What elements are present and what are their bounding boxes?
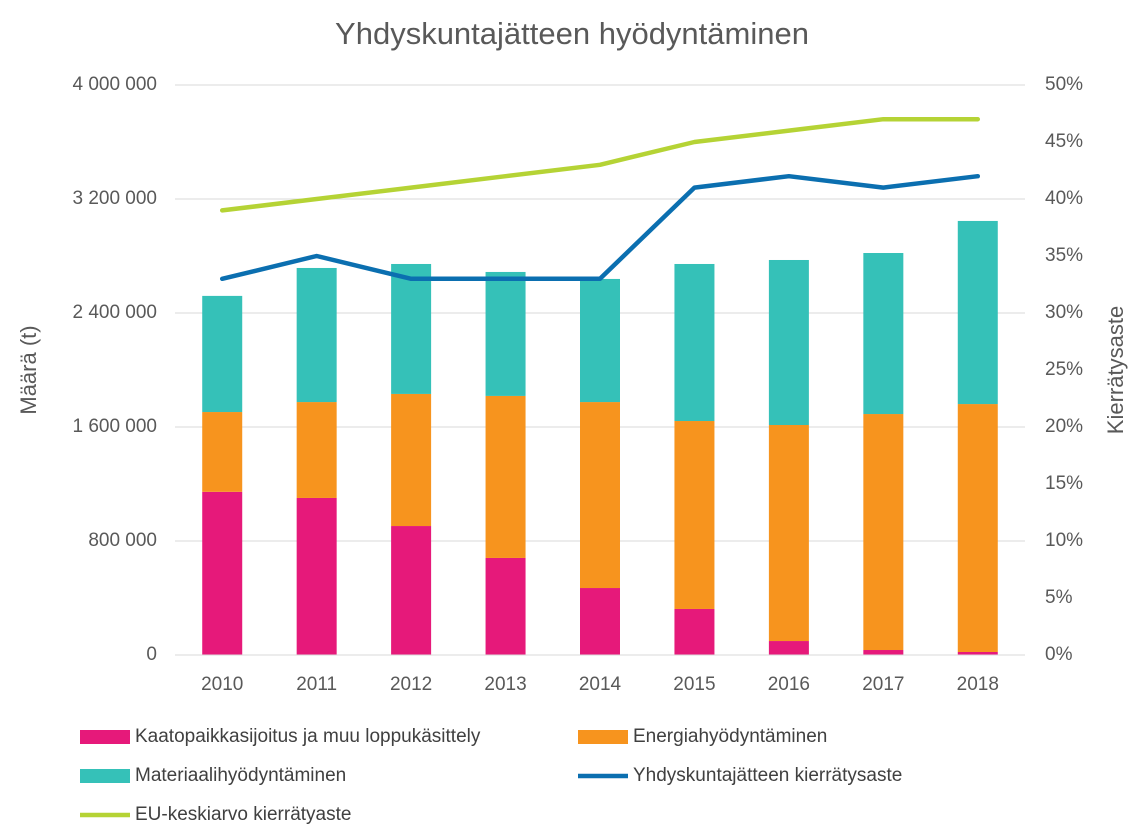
legend-label: Energiahyödyntäminen [633, 726, 827, 747]
legend-label: EU-keskiarvo kierrätyaste [135, 804, 351, 825]
y2-axis-title: Kierrätysaste [1103, 306, 1128, 434]
legend-swatch [80, 769, 130, 783]
bar [391, 526, 432, 655]
bar [296, 497, 337, 655]
y-tick-label: 800 000 [88, 530, 157, 551]
legend-swatch [578, 730, 628, 744]
bar [485, 271, 526, 396]
bar [580, 278, 620, 403]
legend-swatch [80, 730, 130, 744]
x-tick-label: 2014 [579, 674, 622, 695]
bar [202, 412, 243, 492]
y2-tick-label: 20% [1045, 416, 1083, 437]
y-tick-label: 1 600 000 [72, 416, 157, 437]
bar [485, 395, 526, 558]
bar [674, 608, 715, 655]
y2-tick-label: 5% [1045, 587, 1073, 608]
y-tick-label: 4 000 000 [72, 74, 157, 95]
legend-label: Yhdyskuntajätteen kierrätysaste [633, 765, 902, 786]
bar [768, 259, 809, 426]
bar [202, 491, 243, 655]
x-tick-label: 2010 [201, 674, 243, 695]
bar [957, 652, 998, 655]
y2-tick-label: 50% [1045, 74, 1083, 95]
bar [674, 421, 715, 609]
y2-tick-label: 25% [1045, 359, 1083, 380]
bar [674, 263, 715, 422]
bar [580, 588, 620, 655]
bar [296, 402, 337, 498]
line [219, 173, 981, 282]
x-tick-label: 2016 [768, 674, 810, 695]
line [219, 116, 981, 213]
y-tick-label: 3 200 000 [72, 188, 157, 209]
bar [863, 414, 904, 651]
y2-tick-label: 10% [1045, 530, 1083, 551]
legend-label: Materiaalihyödyntäminen [135, 765, 346, 786]
bar [580, 402, 620, 589]
bar [485, 557, 526, 655]
y-tick-label: 2 400 000 [72, 302, 157, 323]
legend-label: Kaatopaikkasijoitus ja muu loppukäsittel… [135, 726, 481, 747]
y-axis-title: Määrä (t) [16, 325, 41, 414]
x-tick-label: 2013 [484, 674, 526, 695]
bar [863, 650, 904, 655]
bar [296, 267, 337, 403]
bar [957, 220, 998, 405]
y-tick-label: 0 [146, 644, 157, 665]
bar [391, 393, 432, 527]
bar [768, 425, 809, 642]
y2-tick-label: 35% [1045, 245, 1083, 266]
x-tick-label: 2018 [957, 674, 999, 695]
chart-title: Yhdyskuntajätteen hyödyntäminen [335, 16, 809, 51]
x-tick-label: 2017 [862, 674, 904, 695]
bar [957, 404, 998, 653]
bar [863, 253, 904, 415]
y2-tick-label: 40% [1045, 188, 1083, 209]
x-tick-label: 2015 [673, 674, 715, 695]
y2-tick-label: 15% [1045, 473, 1083, 494]
bar [202, 295, 243, 413]
x-tick-label: 2012 [390, 674, 432, 695]
bar [768, 641, 809, 655]
y2-tick-label: 45% [1045, 131, 1083, 152]
y2-tick-label: 0% [1045, 644, 1073, 665]
bar [391, 263, 432, 394]
x-tick-label: 2011 [296, 674, 337, 695]
y2-tick-label: 30% [1045, 302, 1083, 323]
